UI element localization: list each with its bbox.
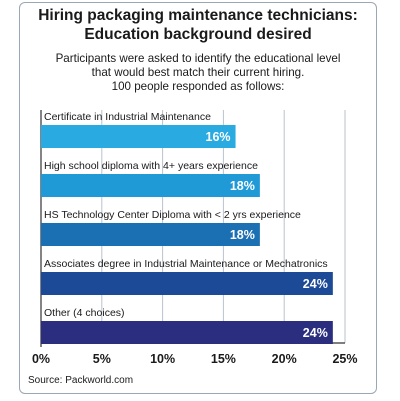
chart-subtitle: Participants were asked to identify the …: [55, 52, 341, 93]
x-tick-label: 15%: [211, 352, 236, 366]
source-note: Source: Packworld.com: [28, 375, 134, 386]
x-tick-label: 5%: [93, 352, 111, 366]
x-tick-label: 0%: [32, 352, 50, 366]
value-label: 24%: [303, 277, 328, 291]
x-tick-label: 10%: [150, 352, 175, 366]
x-tick-label: 25%: [332, 352, 357, 366]
bar: [41, 321, 333, 344]
bar: [41, 223, 260, 246]
x-tick-label: 20%: [272, 352, 297, 366]
category-label: HS Technology Center Diploma with < 2 yr…: [44, 209, 301, 221]
value-label: 24%: [303, 326, 328, 340]
category-label: High school diploma with 4+ years experi…: [44, 160, 258, 172]
value-label: 18%: [230, 228, 255, 242]
bar: [41, 174, 260, 197]
chart-title: Hiring packaging maintenance technicians…: [38, 7, 358, 43]
category-label: Associates degree in Industrial Maintena…: [44, 258, 328, 270]
bar: [41, 125, 236, 148]
category-label: Certificate in Industrial Maintenance: [44, 111, 211, 123]
value-label: 16%: [206, 130, 231, 144]
bar: [41, 272, 333, 295]
value-label: 18%: [230, 179, 255, 193]
category-label: Other (4 choices): [44, 307, 125, 319]
